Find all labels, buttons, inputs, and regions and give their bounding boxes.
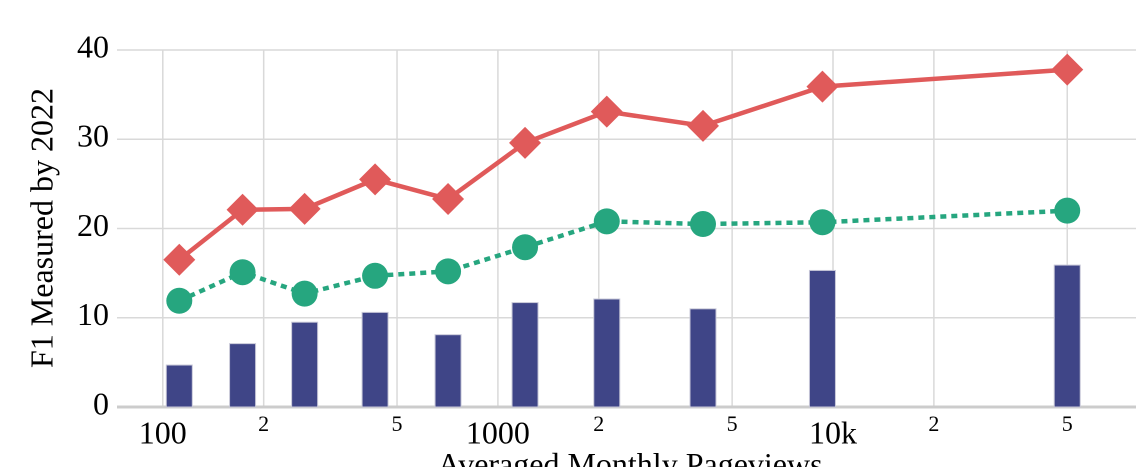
bar xyxy=(361,311,389,408)
x-tick-label: 1000 xyxy=(466,414,530,450)
marker xyxy=(1051,53,1084,86)
line xyxy=(177,67,1068,262)
bar xyxy=(434,334,462,408)
bar xyxy=(1053,264,1081,408)
x-tick-label: 5 xyxy=(392,411,403,436)
marker xyxy=(687,109,720,142)
x-tick-label: 5 xyxy=(727,411,738,436)
marker xyxy=(435,258,462,285)
y-axis-label: F1 Measured by 2022 xyxy=(23,88,59,368)
bar xyxy=(165,364,193,408)
x-tick-label: 2 xyxy=(928,411,939,436)
marker xyxy=(166,287,193,314)
marker xyxy=(590,95,623,128)
x-tick-label: 5 xyxy=(1062,411,1073,436)
marker xyxy=(362,262,389,289)
marker xyxy=(432,183,465,216)
marker xyxy=(509,126,542,159)
marker xyxy=(163,243,196,276)
bar xyxy=(689,308,717,408)
bar xyxy=(808,269,836,408)
x-tick-label: 10k xyxy=(809,414,857,450)
x-tick-label: 2 xyxy=(258,411,269,436)
marker xyxy=(291,280,318,307)
bar xyxy=(593,298,621,408)
marker xyxy=(359,163,392,196)
marker xyxy=(512,234,539,261)
x-tick-label: 2 xyxy=(593,411,604,436)
marker xyxy=(1054,197,1081,224)
y-tick-label: 20 xyxy=(77,207,109,243)
y-tick-label: 0 xyxy=(93,385,109,421)
marker xyxy=(806,70,839,103)
y-tick-label: 10 xyxy=(77,296,109,332)
bar xyxy=(229,343,257,408)
y-tick-label: 40 xyxy=(77,28,109,64)
marker xyxy=(226,193,259,226)
x-axis-label: Averaged Monthly Pageviews xyxy=(437,446,822,467)
marker xyxy=(229,259,256,286)
line xyxy=(178,208,1068,303)
bar xyxy=(291,321,319,408)
y-tick-label: 30 xyxy=(77,118,109,154)
marker xyxy=(593,208,620,235)
bar xyxy=(511,302,539,408)
marker xyxy=(690,211,717,238)
marker xyxy=(288,192,321,225)
x-tick-label: 100 xyxy=(139,414,187,450)
marker xyxy=(809,209,836,236)
